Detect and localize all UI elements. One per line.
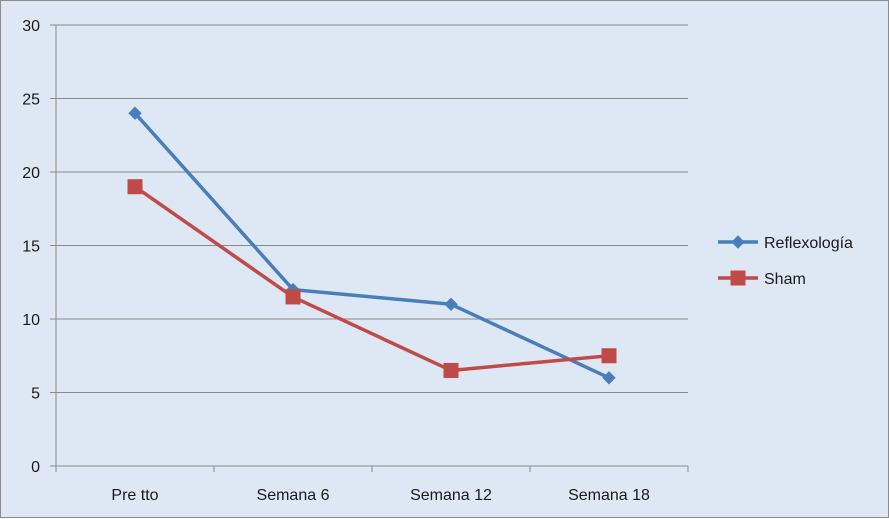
legend-label: Sham — [764, 271, 806, 288]
legend-label: Reflexología — [764, 235, 853, 252]
data-point — [601, 348, 617, 364]
legend-marker — [731, 235, 745, 249]
x-tick-label: Semana 6 — [257, 487, 330, 504]
y-tick-label: 15 — [22, 239, 40, 256]
data-point — [127, 179, 143, 195]
x-tick-label: Pre tto — [111, 487, 158, 504]
legend-item: Reflexología — [718, 235, 853, 252]
x-tick-label: Semana 12 — [410, 487, 492, 504]
series-lines — [127, 106, 617, 385]
legend-item: Sham — [718, 270, 806, 288]
y-tick-label: 10 — [22, 312, 40, 329]
series-line — [133, 112, 610, 380]
axes — [50, 24, 689, 472]
data-point — [444, 297, 458, 312]
gridlines — [56, 24, 688, 393]
series-2 — [127, 179, 617, 378]
legend: Reflexología Sham — [718, 235, 853, 288]
data-point — [443, 362, 459, 378]
series-1 — [128, 106, 616, 385]
y-tick-label: 5 — [31, 386, 40, 403]
data-point — [602, 371, 616, 385]
y-tick-label: 25 — [22, 92, 40, 109]
y-tick-label: 30 — [22, 18, 40, 35]
data-point — [128, 106, 142, 120]
y-tick-label: 20 — [22, 165, 40, 182]
x-tick-label: Semana 18 — [568, 487, 650, 504]
x-axis-ticks: Pre tto Semana 6 Semana 12 Semana 18 — [111, 487, 650, 504]
y-tick-label: 0 — [31, 459, 40, 476]
legend-marker — [730, 270, 746, 286]
y-axis-ticks: 0 5 10 15 20 25 30 — [22, 18, 40, 476]
data-point — [285, 289, 301, 305]
series-line — [133, 185, 610, 373]
